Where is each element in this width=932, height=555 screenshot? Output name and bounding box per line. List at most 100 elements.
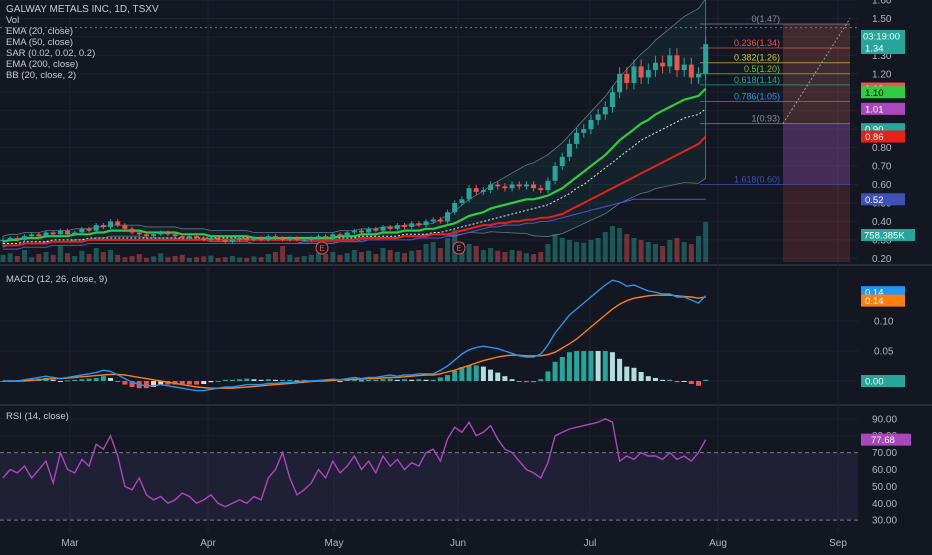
macd-histogram-bar xyxy=(523,381,529,383)
legend-vol[interactable]: Vol xyxy=(6,15,20,26)
candle-body xyxy=(552,166,558,181)
macd-histogram-bar xyxy=(681,381,687,382)
candle-body xyxy=(115,221,121,226)
ema200-badge: 0.86 xyxy=(865,132,884,143)
volume-bar xyxy=(394,252,400,262)
legend-ema20[interactable]: EMA (20, close) xyxy=(6,26,74,37)
legend-ema200[interactable]: EMA (200, close) xyxy=(6,59,79,70)
macd-histogram-bar xyxy=(617,358,623,381)
volume-bar xyxy=(409,250,415,262)
candle-body xyxy=(559,156,565,167)
projection-line xyxy=(782,18,851,124)
volume-bar xyxy=(14,256,20,262)
volume-bar xyxy=(315,253,321,262)
legend-sar[interactable]: SAR (0.02, 0.02, 0.2) xyxy=(6,48,96,59)
volume-bar xyxy=(416,250,422,262)
candle-body xyxy=(79,228,85,233)
sar-badge: 0.90 xyxy=(865,125,884,136)
ema20-line xyxy=(2,87,707,243)
macd-histogram-bar xyxy=(186,381,192,385)
volume-bar xyxy=(645,242,651,262)
macd-histogram-bar xyxy=(201,381,207,384)
macd-y-tick: 0.05 xyxy=(874,347,894,358)
volume-bar xyxy=(265,254,271,262)
candle-body xyxy=(688,64,694,78)
volume-bar xyxy=(172,256,178,262)
volume-bar xyxy=(229,256,235,262)
macd-histogram-bar xyxy=(57,381,63,382)
macd-histogram-bar xyxy=(538,379,544,381)
bb-badge-bg xyxy=(861,102,905,115)
volume-bar xyxy=(423,244,429,262)
rsi-y-tick: 30.00 xyxy=(872,516,897,527)
volume-bar xyxy=(552,234,558,262)
volume-bar xyxy=(588,240,594,262)
volume-bar xyxy=(466,244,472,262)
macd-histogram-bar xyxy=(251,379,257,381)
earnings-marker-label: E xyxy=(319,244,324,253)
volume-bar xyxy=(617,228,623,262)
macd-histogram-bar xyxy=(366,379,372,381)
macd-histogram-bar xyxy=(265,379,271,381)
y-tick-label: 0.20 xyxy=(872,254,892,265)
y-tick-label: 1.20 xyxy=(872,69,892,80)
symbol-title[interactable]: GALWAY METALS INC, 1D, TSXV xyxy=(6,4,159,15)
candle-body xyxy=(380,226,386,231)
macd-histogram-bar xyxy=(495,372,501,381)
fib-level-label: 1(0.93) xyxy=(751,114,780,124)
candle-body xyxy=(330,234,336,239)
candle-body xyxy=(373,228,379,231)
candle-body xyxy=(337,234,343,237)
candle-body xyxy=(394,225,400,229)
candle-body xyxy=(179,236,185,239)
volume-bar xyxy=(294,257,300,262)
candle-body xyxy=(366,228,372,233)
candle-body xyxy=(423,221,429,226)
volume-bar xyxy=(93,248,99,262)
rsi-y-tick: 50.00 xyxy=(872,482,897,493)
volume-bar xyxy=(373,254,379,262)
macd-histogram-bar xyxy=(359,380,364,382)
volume-bar xyxy=(344,253,350,262)
macd-histogram-bar xyxy=(574,351,580,381)
current-price-badge: 1.34 xyxy=(865,43,884,54)
candle-body xyxy=(466,188,472,200)
macd-histogram-bar xyxy=(50,379,56,381)
volume-bar xyxy=(473,246,479,262)
candle-body xyxy=(645,70,651,78)
volume-bar xyxy=(624,234,630,262)
macd-y-tick: 0.10 xyxy=(874,317,894,328)
x-tick-label: Jul xyxy=(584,538,597,549)
volume-bar xyxy=(681,242,687,262)
y-tick-label: 1.50 xyxy=(872,14,892,25)
macd-histogram-bar xyxy=(688,381,694,384)
legend-bb[interactable]: BB (20, close, 2) xyxy=(6,70,77,81)
candle-body xyxy=(323,236,329,239)
candle-body xyxy=(280,238,286,240)
volume-bar xyxy=(244,258,250,262)
rsi-y-tick: 60.00 xyxy=(872,465,897,476)
volume-bar xyxy=(208,255,214,262)
candle-body xyxy=(695,73,701,78)
candle-body xyxy=(136,232,142,235)
candle-body xyxy=(624,73,630,84)
volume-bar xyxy=(301,256,307,262)
candle-body xyxy=(158,232,164,235)
candle-body xyxy=(251,238,257,240)
signal-badge: 0.14 xyxy=(865,296,884,307)
volume-bar xyxy=(695,236,701,262)
fib-level-label: 1.618(0.60) xyxy=(734,175,780,185)
legend-rsi[interactable]: RSI (14, close) xyxy=(6,411,69,422)
candle-body xyxy=(430,219,436,222)
candle-body xyxy=(265,236,271,240)
macd-histogram-bar xyxy=(466,365,472,381)
legend-ema50[interactable]: EMA (50, close) xyxy=(6,37,74,48)
volume-badge-bg xyxy=(861,229,915,241)
candle-body xyxy=(65,230,71,235)
candle-body xyxy=(108,221,114,227)
macd-histogram-bar xyxy=(179,381,185,385)
volume-bar xyxy=(151,256,157,262)
legend-macd[interactable]: MACD (12, 26, close, 9) xyxy=(6,274,108,285)
volume-bar xyxy=(36,254,42,262)
